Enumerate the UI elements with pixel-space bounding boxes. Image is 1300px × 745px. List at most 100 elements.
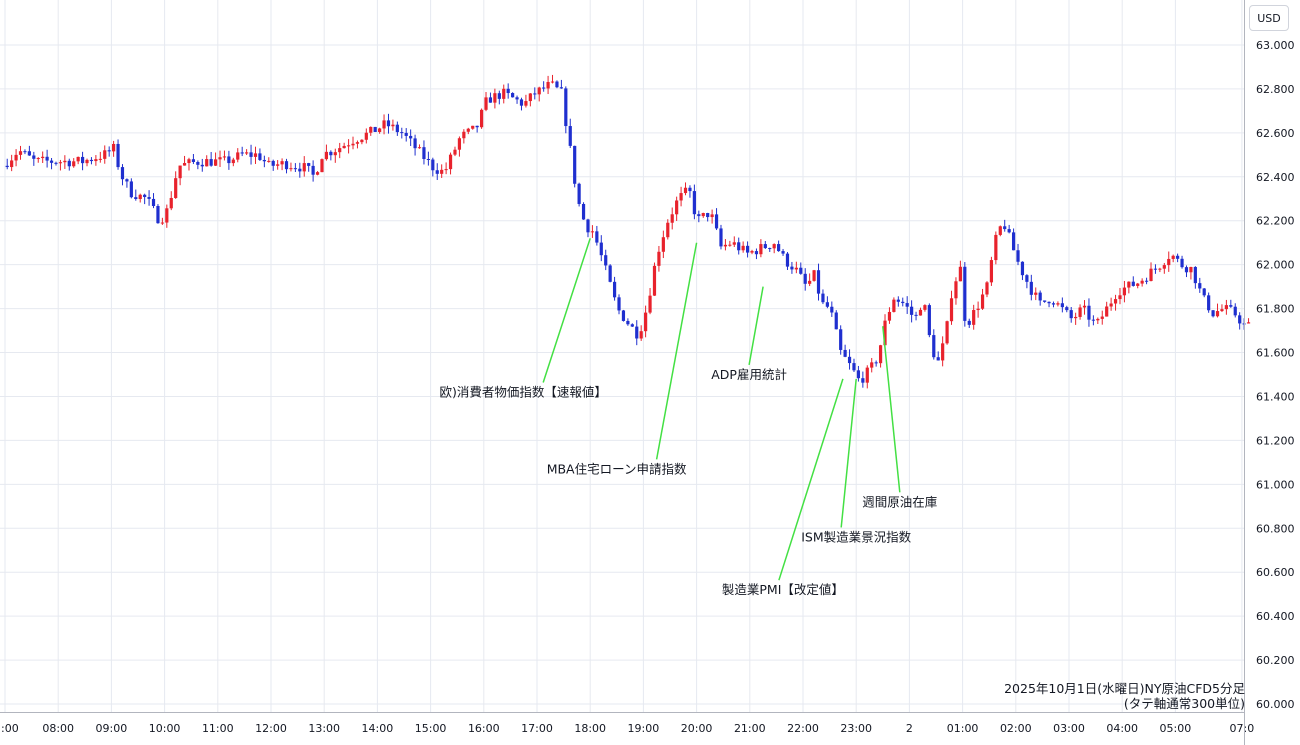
grid-lines [0, 0, 1244, 712]
candle-body [298, 168, 302, 172]
candle-body [967, 320, 971, 325]
candle-body [120, 167, 125, 180]
candle-body [289, 168, 293, 170]
candle-body [151, 198, 156, 207]
candle-body [1184, 267, 1189, 273]
currency-selector[interactable]: USD [1249, 5, 1289, 31]
x-tick-label: 03:00 [1053, 722, 1085, 735]
candle-body [1003, 226, 1007, 230]
candle-body [475, 125, 479, 128]
annotation-line [778, 378, 844, 581]
y-tick-label: 61.200 [1256, 434, 1295, 447]
candle-body [803, 273, 807, 284]
candle-body [772, 244, 776, 249]
candle-body [781, 251, 785, 254]
candle-body [555, 81, 559, 88]
candle-body [227, 156, 231, 164]
candle-body [865, 367, 869, 383]
y-tick-label: 60.600 [1256, 566, 1295, 579]
candle-body [1096, 318, 1100, 321]
candle-body [945, 321, 949, 344]
candle-body [502, 88, 506, 99]
y-tick-label: 61.000 [1256, 478, 1295, 491]
candle-body [488, 97, 493, 103]
candle-body [719, 228, 723, 247]
candle-body [1056, 303, 1060, 305]
candle-body [80, 156, 85, 164]
candle-body [1122, 287, 1127, 296]
y-tick-label: 61.400 [1256, 390, 1295, 403]
candle-body [404, 132, 408, 136]
candle-body [1189, 266, 1193, 273]
candle-body [657, 251, 661, 266]
candle-body [165, 208, 169, 223]
candle-body [750, 251, 754, 253]
candle-body [320, 159, 324, 173]
x-tick-label: 09:00 [96, 722, 128, 735]
candle-body [856, 370, 861, 379]
candle-body [537, 87, 541, 95]
candle-body [218, 157, 222, 160]
candle-body [1153, 268, 1158, 270]
candle-body [528, 93, 532, 102]
candle-body [763, 244, 767, 249]
candle-body [550, 81, 555, 83]
candle-body [754, 251, 759, 255]
y-tick-label: 61.800 [1256, 303, 1295, 316]
candle-body [506, 88, 510, 94]
candle-body [426, 159, 430, 161]
candle-body [364, 132, 368, 140]
candle-body [595, 231, 599, 243]
candle-body [231, 159, 235, 164]
candle-body [307, 163, 311, 166]
candle-body [1029, 281, 1033, 295]
candle-body [626, 320, 630, 325]
candle-body [112, 143, 116, 152]
candle-body [1193, 266, 1197, 284]
candle-body [887, 311, 892, 321]
candle-body [524, 101, 528, 106]
candle-body [440, 169, 444, 174]
candle-body [630, 324, 634, 327]
x-tick-label: 17:00 [521, 722, 553, 735]
x-tick-label: 19:00 [628, 722, 660, 735]
candle-body [1211, 310, 1215, 317]
candle-body [737, 242, 741, 251]
annotation-label: ISM製造業景況指数 [801, 529, 911, 544]
candle-body [883, 320, 887, 346]
candle-body [409, 135, 413, 139]
candle-body [484, 97, 488, 110]
x-tick-label: 15:00 [415, 722, 447, 735]
candle-body [604, 255, 608, 266]
candle-body [240, 152, 244, 154]
candle-body [196, 161, 200, 165]
candle-body [785, 253, 790, 267]
candle-body [710, 214, 714, 218]
candle-body [839, 329, 843, 350]
x-tick-label: 2 [906, 722, 913, 735]
candle-body [453, 149, 457, 155]
candle-body [1246, 322, 1251, 324]
candle-body [23, 151, 27, 153]
candle-body [191, 159, 196, 162]
candle-body [267, 160, 271, 162]
candle-body [918, 309, 923, 316]
annotation-line [655, 242, 698, 460]
candle-body [58, 162, 63, 164]
candle-body [444, 169, 448, 171]
candle-body [187, 159, 191, 164]
candle-body [1162, 265, 1166, 269]
candle-body [14, 154, 18, 161]
candle-body [834, 312, 838, 330]
candle-body [1060, 303, 1064, 308]
candle-body [1100, 316, 1104, 319]
candle-body [417, 147, 422, 149]
candle-body [302, 163, 306, 172]
candle-body [49, 160, 54, 163]
candle-body [932, 335, 936, 358]
candle-body [391, 124, 395, 127]
candle-body [98, 158, 102, 160]
candle-body [954, 281, 958, 299]
candle-body [635, 326, 639, 339]
